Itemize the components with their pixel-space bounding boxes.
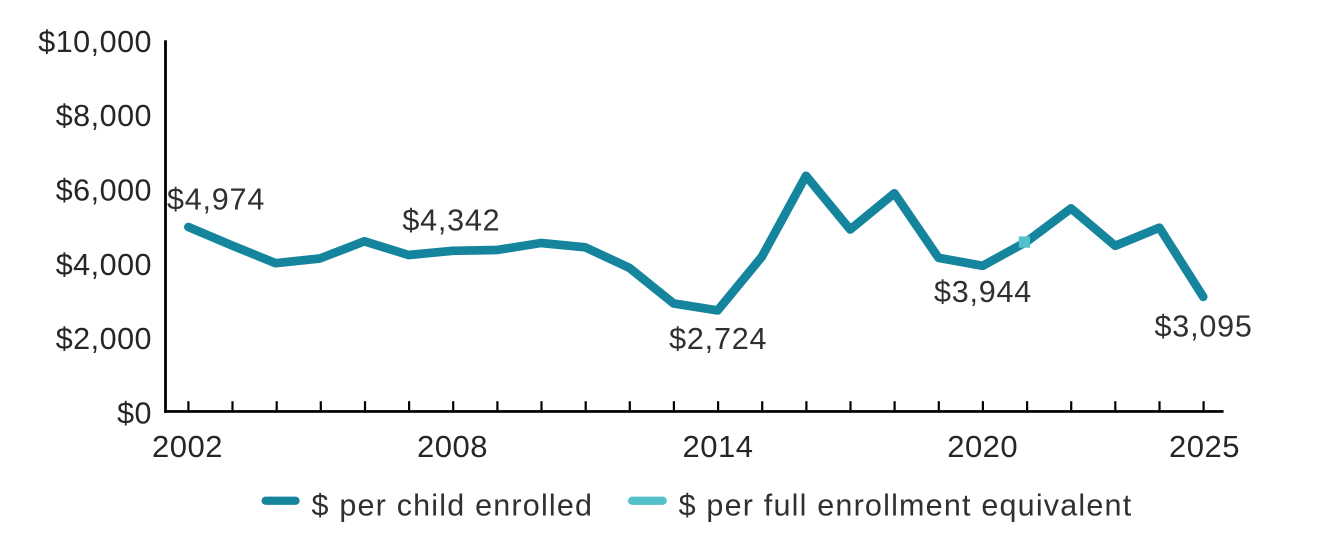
svg-text:$ per full enrollment equivale: $ per full enrollment equivalent bbox=[679, 489, 1133, 523]
svg-text:$4,000: $4,000 bbox=[56, 248, 152, 282]
svg-text:$6,000: $6,000 bbox=[56, 174, 152, 208]
svg-text:$4,974: $4,974 bbox=[167, 182, 265, 216]
svg-text:2020: 2020 bbox=[947, 429, 1018, 464]
svg-text:2002: 2002 bbox=[152, 429, 223, 464]
svg-text:$10,000: $10,000 bbox=[38, 25, 152, 59]
svg-text:$ per child enrolled: $ per child enrolled bbox=[312, 489, 594, 523]
svg-text:2014: 2014 bbox=[683, 429, 754, 464]
svg-text:$3,095: $3,095 bbox=[1155, 310, 1253, 344]
svg-text:$4,342: $4,342 bbox=[402, 203, 500, 237]
svg-text:$3,944: $3,944 bbox=[934, 275, 1032, 309]
svg-text:2008: 2008 bbox=[417, 429, 488, 464]
svg-text:$8,000: $8,000 bbox=[56, 99, 152, 133]
svg-text:$2,724: $2,724 bbox=[669, 322, 767, 356]
svg-text:2025: 2025 bbox=[1169, 429, 1240, 464]
svg-text:$2,000: $2,000 bbox=[56, 322, 152, 356]
svg-text:$0: $0 bbox=[117, 397, 152, 431]
